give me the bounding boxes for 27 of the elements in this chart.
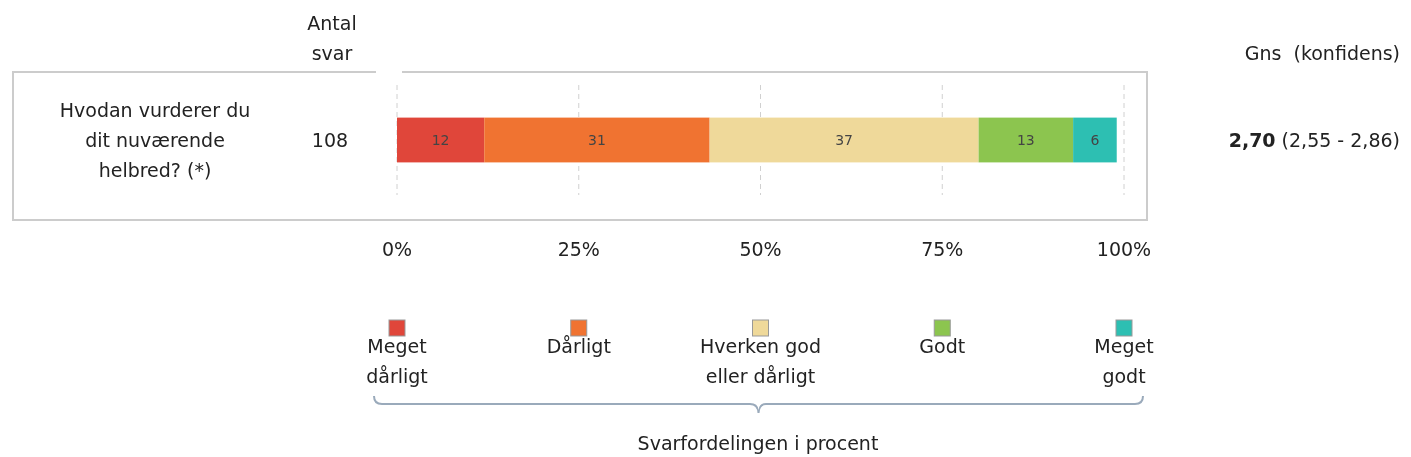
bar (709, 117, 979, 163)
bar (484, 117, 710, 163)
data-label: 13 (1016, 132, 1035, 148)
x-tick-label: 25% (557, 238, 600, 260)
x-tick-label: 100% (1096, 238, 1152, 260)
bar (1073, 117, 1117, 163)
data-label: 31 (588, 132, 606, 148)
legend-label: Dårligt (546, 335, 611, 357)
bar (397, 117, 485, 163)
data-label: 37 (835, 132, 854, 148)
text: 108 (311, 129, 349, 151)
bar (978, 117, 1074, 163)
text: Antal svar (307, 12, 357, 64)
x-tick-label: 0% (381, 238, 413, 260)
text: Gns (konfidens) (1244, 42, 1400, 64)
legend-label: Hverken god eller dårligt (700, 335, 821, 387)
data-label: 6 (1090, 132, 1100, 148)
data-label: 12 (431, 132, 450, 148)
legend-label: Godt (919, 335, 966, 357)
y-tick-label: Hvodan vurderer du dit nuværende helbred? (*) (59, 99, 251, 181)
text: Svarfordelingen i procent (637, 432, 879, 454)
legend-label: Meget godt (1094, 335, 1154, 387)
legend-label: Meget dårligt (366, 335, 428, 387)
text: (2,55 - 2,86) (1275, 129, 1400, 151)
text: 2,70 (1228, 129, 1276, 151)
x-tick-label: 50% (739, 238, 782, 260)
x-tick-label: 75% (921, 238, 964, 260)
